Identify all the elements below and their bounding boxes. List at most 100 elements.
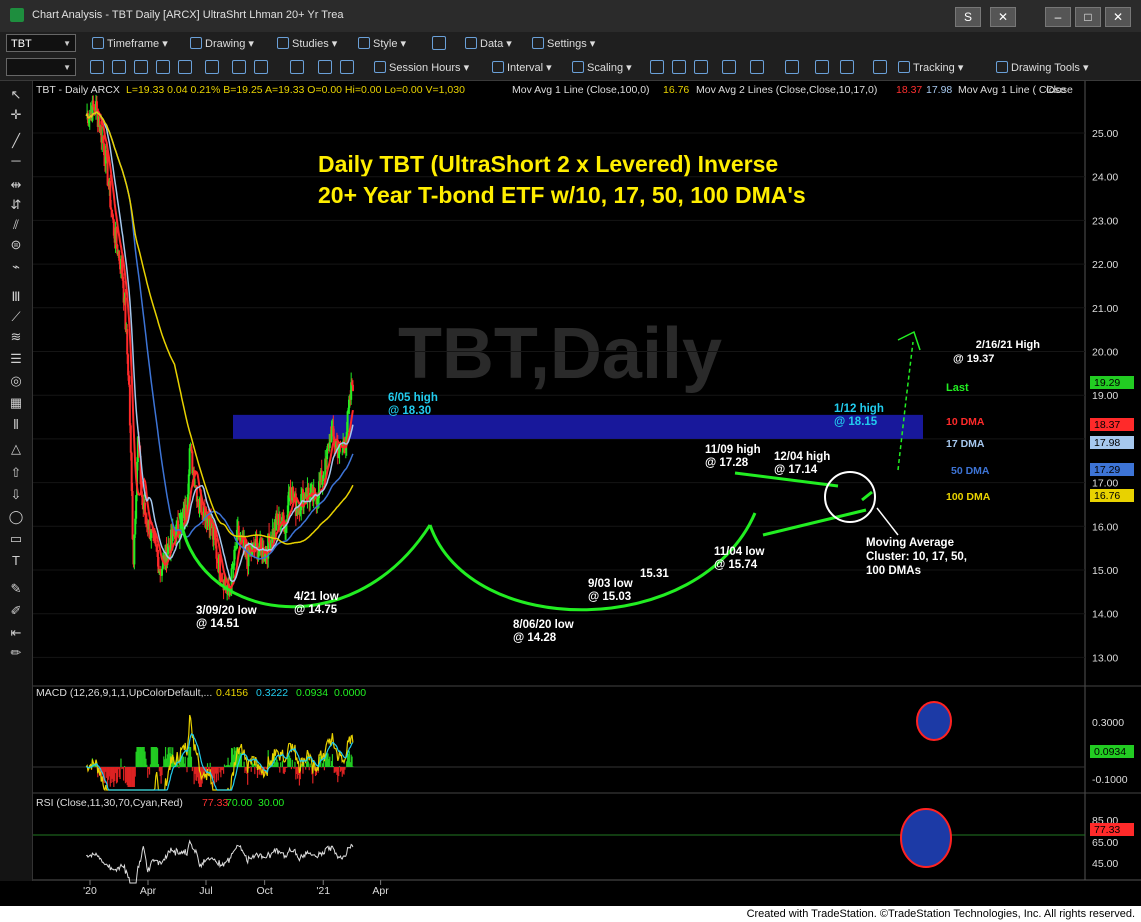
candle-body	[310, 487, 313, 493]
candle-body	[92, 100, 95, 107]
studies-menu[interactable]: Studies ▾	[277, 37, 337, 50]
andrews-icon[interactable]: ≋	[10, 329, 22, 344]
candle-body	[346, 411, 349, 433]
price-axis: 25.0024.0023.0022.0021.0020.0019.0018.00…	[1092, 128, 1118, 664]
candle-body	[264, 551, 267, 560]
triangle-icon[interactable]: △	[11, 441, 21, 456]
style-menu[interactable]: Style ▾	[358, 37, 406, 50]
candle-body	[186, 494, 189, 517]
export-icon[interactable]	[340, 60, 354, 74]
data-menu[interactable]: Data ▾	[465, 37, 512, 50]
speedline-icon[interactable]: ⟋	[11, 309, 21, 324]
area-icon[interactable]	[750, 60, 764, 74]
svg-text:17.98: 17.98	[1094, 437, 1120, 449]
ray-icon[interactable]: ⇵	[10, 197, 22, 212]
annotation-value: @ 15.03	[588, 591, 631, 603]
pitchfork-icon[interactable]: Ⅲ	[11, 289, 21, 304]
candle-body	[348, 396, 351, 408]
rectangle-icon[interactable]: ▭	[9, 531, 23, 546]
candle-body	[237, 525, 240, 540]
candle-body	[254, 538, 257, 551]
chart-subtitle: 20+ Year T-bond ETF w/10, 17, 50, 100 DM…	[318, 182, 806, 208]
close-window-icon[interactable]: ✕	[1105, 7, 1131, 27]
grid-tool-icon[interactable]: ▦	[9, 395, 23, 410]
interval-combo[interactable]: ▼	[6, 58, 76, 76]
candle-body	[145, 518, 148, 526]
link-symbol-button[interactable]: S	[955, 7, 981, 27]
collapse-icon[interactable]: ⇤	[10, 625, 22, 640]
minimize-icon[interactable]: –	[1045, 7, 1071, 27]
chart-type-icon[interactable]	[232, 60, 246, 74]
rsi-label: RSI (Close,11,30,70,Cyan,Red)	[36, 797, 183, 809]
grid-layout-icon[interactable]	[873, 60, 887, 74]
ellipse-icon[interactable]: ◯	[8, 509, 24, 524]
ohlc-icon[interactable]	[694, 60, 708, 74]
macd-circle	[916, 701, 952, 741]
refresh-icon[interactable]	[90, 60, 104, 74]
pointer-icon[interactable]: ↖	[10, 87, 22, 102]
candle-body	[276, 513, 279, 520]
layout-icon[interactable]	[432, 36, 446, 50]
candle-body	[337, 453, 340, 458]
candle-body	[278, 513, 281, 530]
trendline-icon[interactable]: ╱	[12, 133, 20, 148]
interval-menu[interactable]: Interval ▾	[492, 61, 552, 74]
rsi-tick-3: 45.00	[1092, 858, 1118, 870]
candle-body	[155, 545, 158, 552]
y-tick-label: 16.00	[1092, 521, 1118, 533]
news-icon[interactable]	[290, 60, 304, 74]
candle-body	[115, 227, 118, 245]
reload-icon[interactable]	[205, 60, 219, 74]
symbol-input[interactable]: TBT ▼	[6, 34, 76, 52]
arrow-up-icon[interactable]: ⇧	[10, 465, 22, 480]
cycle-icon[interactable]	[178, 60, 192, 74]
zoom-in-icon[interactable]	[815, 60, 829, 74]
candle-body	[214, 539, 217, 546]
annotation-value: @ 15.74	[714, 559, 758, 571]
text-icon[interactable]: T	[12, 553, 20, 568]
candles-icon[interactable]	[672, 60, 686, 74]
fib-icon[interactable]: ⊜	[10, 237, 22, 252]
horizontal-line-icon[interactable]: ─	[11, 153, 21, 168]
crosshair-icon[interactable]	[156, 60, 170, 74]
candle-body	[120, 258, 123, 274]
target-icon[interactable]: ◎	[10, 373, 22, 388]
settings-menu[interactable]: Settings ▾	[532, 37, 595, 50]
candle-body	[206, 515, 209, 523]
channel-icon[interactable]: ⫽	[13, 217, 19, 232]
candle-body	[289, 487, 292, 498]
line-icon[interactable]	[722, 60, 736, 74]
bar-icon[interactable]	[254, 60, 268, 74]
dot-icon[interactable]	[785, 60, 799, 74]
scaling-menu[interactable]: Scaling ▾	[572, 61, 632, 74]
delete-drawing-icon[interactable]: ✐	[10, 603, 22, 618]
candle-body	[282, 512, 285, 521]
macd-tag	[1090, 745, 1134, 758]
drawing-tools-menu[interactable]: Drawing Tools ▾	[996, 61, 1088, 74]
tracking-menu[interactable]: Tracking ▾	[898, 61, 963, 74]
crosshair-tool-icon[interactable]: ✛	[10, 107, 22, 122]
session-hours-menu[interactable]: Session Hours ▾	[374, 61, 469, 74]
candle-body	[336, 445, 339, 458]
header-info: TBT - Daily ARCX	[36, 84, 120, 96]
arrow-down-icon[interactable]: ⇩	[10, 487, 22, 502]
drawing-menu[interactable]: Drawing ▾	[190, 37, 254, 50]
timeframe-menu[interactable]: Timeframe ▾	[92, 37, 168, 50]
vertical-line-icon[interactable]: ⇹	[10, 177, 22, 192]
zoom-icon[interactable]	[112, 60, 126, 74]
list-icon[interactable]: ☰	[10, 351, 22, 366]
edit-icon[interactable]: ✏	[10, 645, 22, 660]
candle-body	[258, 550, 261, 553]
maximize-icon[interactable]: □	[1075, 7, 1101, 27]
close-icon[interactable]: ✕	[990, 7, 1016, 27]
hand-icon[interactable]	[134, 60, 148, 74]
bars-icon[interactable]	[650, 60, 664, 74]
pencil-icon[interactable]: ✎	[10, 581, 22, 596]
gann-icon[interactable]: ⌁	[12, 259, 20, 274]
ma50-label: 50 DMA	[951, 465, 990, 477]
zoom-out-icon[interactable]	[840, 60, 854, 74]
grid-icon[interactable]	[318, 60, 332, 74]
cycle-lines-icon[interactable]: ⦀	[13, 417, 19, 432]
svg-text:16.76: 16.76	[1094, 490, 1120, 502]
